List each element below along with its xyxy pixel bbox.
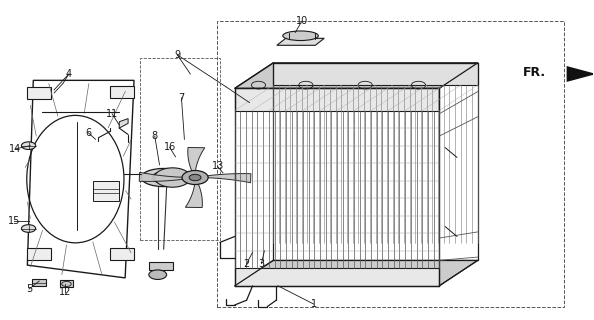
Circle shape — [186, 174, 198, 181]
Text: 5: 5 — [26, 284, 32, 294]
Text: 12: 12 — [58, 287, 71, 297]
Circle shape — [21, 142, 36, 149]
Bar — [31, 279, 46, 286]
Circle shape — [154, 168, 191, 187]
Bar — [110, 86, 134, 98]
Text: 13: 13 — [211, 161, 224, 172]
Polygon shape — [139, 172, 182, 181]
Text: 6: 6 — [86, 128, 91, 138]
Bar — [235, 88, 439, 111]
Ellipse shape — [141, 168, 186, 187]
Polygon shape — [277, 38, 324, 45]
Text: 8: 8 — [151, 131, 158, 141]
Polygon shape — [119, 119, 128, 128]
Text: 11: 11 — [106, 109, 118, 119]
Circle shape — [153, 172, 175, 184]
Bar — [217, 21, 564, 307]
Bar — [110, 248, 134, 260]
Ellipse shape — [283, 31, 318, 41]
Text: 15: 15 — [8, 216, 20, 226]
Text: 2: 2 — [244, 259, 249, 268]
Text: 14: 14 — [10, 144, 21, 154]
Text: 4: 4 — [66, 69, 72, 79]
Bar — [27, 87, 51, 100]
Polygon shape — [185, 184, 203, 208]
Polygon shape — [188, 148, 205, 171]
Circle shape — [189, 174, 201, 181]
Polygon shape — [208, 174, 251, 183]
Polygon shape — [567, 66, 594, 82]
Circle shape — [149, 270, 167, 279]
Text: 1: 1 — [311, 299, 317, 309]
Bar — [140, 58, 220, 240]
Text: 9: 9 — [174, 50, 181, 60]
Bar — [93, 181, 119, 201]
Bar — [235, 268, 439, 286]
Circle shape — [182, 171, 208, 185]
Text: 7: 7 — [178, 93, 185, 103]
Bar — [60, 280, 73, 287]
Text: 3: 3 — [258, 259, 264, 268]
Circle shape — [21, 225, 36, 232]
Bar — [273, 63, 478, 85]
Polygon shape — [235, 63, 478, 88]
Text: 10: 10 — [296, 16, 308, 27]
Text: 16: 16 — [163, 142, 176, 152]
Bar — [27, 248, 51, 260]
Polygon shape — [235, 260, 478, 286]
Text: FR.: FR. — [523, 66, 546, 79]
Bar — [149, 262, 172, 270]
